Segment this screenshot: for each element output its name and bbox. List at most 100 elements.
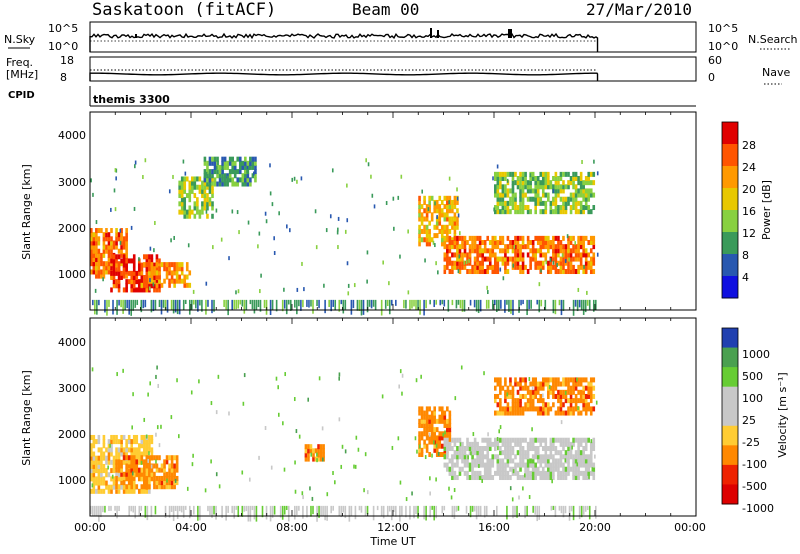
echo-cell [494,269,497,275]
echo-cell [168,475,171,481]
echo-cell [317,444,320,450]
echo-cell [196,184,199,190]
echo-cell [175,455,179,461]
echo-cell [120,240,123,246]
echo-cell [494,240,497,246]
echo-cell [506,392,509,397]
echo-cell [582,188,585,194]
echo-cell [589,454,593,460]
echo-cell [519,184,522,190]
power-echo-cells [90,156,599,316]
echo-cell [206,164,209,170]
echo-cell [559,240,563,246]
echo-cell [207,299,209,307]
echo-cell [438,414,442,420]
echo-cell [584,475,588,481]
echo-cell [471,235,474,241]
echo-cell [433,447,436,453]
echo-cell [536,458,540,464]
echo-cell [577,176,580,182]
echo-cell [448,248,452,254]
echo-cell [95,228,98,234]
echo-cell [552,188,555,193]
echo-cell [120,252,123,258]
echo-cell [125,240,128,246]
echo-cell [213,181,217,187]
echo-cell [149,278,151,283]
echo-cell [531,196,535,202]
echo-cell [458,446,462,452]
echo-cell [353,464,355,469]
echo-cell [183,184,187,190]
echo-cell [135,447,139,453]
echo-cell [132,254,136,260]
echo-cell [473,446,477,452]
echo-cell [559,470,563,476]
echo-cell [237,289,240,294]
echo-cell [130,475,133,481]
echo-cell [332,505,334,511]
echo-cell [166,478,168,483]
echo-cell [526,244,530,250]
echo-cell [468,258,470,263]
echo-cell [549,264,553,270]
echo-cell [316,452,318,457]
echo-cell [541,244,545,250]
power-ylabel: Slant Range [km] [20,164,33,260]
echo-cell [494,244,497,250]
echo-cell [113,188,116,193]
echo-cell [531,462,535,468]
echo-cell [140,439,144,445]
echo-cell [580,505,583,518]
echo-cell [519,381,522,387]
echo-cell [95,439,98,445]
echo-cell [418,195,421,201]
echo-cell [428,435,431,441]
echo-cell [420,451,424,457]
echo-cell [328,299,330,307]
echo-cell [523,473,526,478]
echo-cell [110,240,113,246]
echo-cell [443,299,446,307]
echo-cell [552,196,555,202]
echo-cell [446,216,449,222]
echo-cell [326,492,329,497]
echo-cell [541,176,545,182]
echo-cell [120,451,123,457]
echo-cell [153,283,156,289]
echo-cell [453,264,457,270]
echo-cell [521,406,525,412]
echo-cell [557,269,560,275]
echo-cell [210,401,213,406]
echo-cell [481,256,484,262]
echo-cell [590,439,593,444]
echo-cell [199,505,201,521]
echo-cell [552,184,555,190]
echo-cell [180,197,184,203]
echo-cell [526,505,528,516]
echo-cell [150,283,154,289]
echo-cell [153,455,156,461]
echo-cell [557,184,560,190]
echo-cell [584,235,588,241]
echo-cell [380,299,383,316]
echo-cell [176,378,178,383]
echo-cell [463,446,467,452]
xtick-1: 04:00 [175,521,207,534]
echo-cell [90,468,93,474]
echo-cell [163,484,166,490]
echo-cell [529,406,532,412]
echo-cell [420,204,424,210]
echo-cell [534,462,537,468]
echo-cell [448,208,452,214]
echo-cell [433,439,436,445]
echo-cell [588,474,590,479]
echo-cell [511,196,515,202]
echo-cell [499,192,502,198]
echo-cell [519,441,522,447]
echo-cell [92,265,96,271]
echo-cell [501,441,505,447]
echo-cell [296,505,298,516]
freq-right-tick-bottom: 0 [708,71,715,84]
echo-cell [429,299,431,305]
